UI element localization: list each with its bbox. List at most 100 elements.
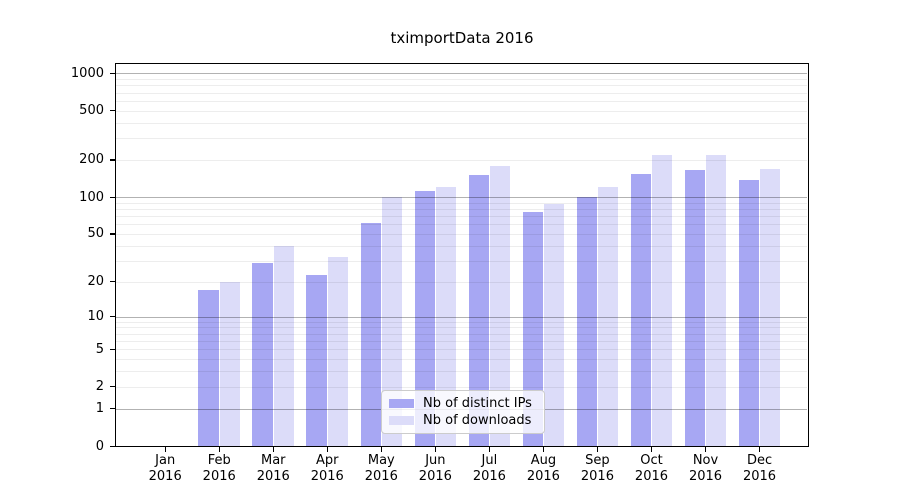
y-tick — [109, 386, 115, 388]
y-gridline-minor — [116, 110, 807, 112]
x-tick — [272, 447, 274, 452]
x-tick — [542, 447, 545, 452]
bar-downloads — [219, 281, 241, 447]
x-tick-label: May 2016 — [364, 453, 398, 484]
y-tick — [109, 348, 115, 351]
y-gridline-major — [116, 73, 807, 75]
x-tick — [164, 447, 166, 452]
y-tick — [109, 281, 115, 283]
x-tick-label: Jul 2016 — [472, 453, 506, 484]
x-tick — [434, 447, 437, 452]
y-tick-label: 20 — [87, 274, 104, 290]
legend-item-downloads: Nb of downloads — [389, 413, 537, 428]
chart-title: tximportData 2016 — [390, 29, 534, 47]
y-gridline-minor — [116, 333, 807, 335]
y-gridline-minor — [116, 216, 807, 218]
bar-distinct-ips — [198, 290, 219, 447]
x-tick-label: Dec 2016 — [742, 453, 777, 484]
bar-downloads — [327, 257, 349, 447]
y-gridline-minor — [116, 349, 807, 351]
y-gridline-minor — [116, 281, 807, 283]
x-tick-label: Sep 2016 — [580, 453, 614, 484]
bar-downloads — [705, 154, 727, 447]
y-tick-label: 100 — [79, 189, 104, 205]
y-tick-label: 500 — [79, 103, 104, 119]
y-tick — [109, 445, 115, 447]
legend-label-distinct-ips: Nb of distinct IPs — [423, 396, 532, 411]
y-gridline-minor — [116, 233, 807, 235]
x-tick-label: Jun 2016 — [418, 453, 452, 484]
legend-item-distinct-ips: Nb of distinct IPs — [389, 396, 537, 411]
y-tick — [109, 316, 115, 318]
x-tick — [650, 447, 653, 452]
bar-distinct-ips — [522, 212, 544, 447]
x-tick-label: Apr 2016 — [310, 453, 344, 484]
bar-downloads — [273, 245, 295, 447]
bar-distinct-ips — [738, 179, 760, 447]
legend: Nb of distinct IPs Nb of downloads — [381, 390, 545, 434]
y-gridline-minor — [116, 327, 807, 329]
bar-distinct-ips — [252, 262, 273, 447]
bar-distinct-ips — [576, 197, 598, 447]
bar-downloads — [651, 155, 673, 447]
legend-swatch-distinct-ips — [389, 399, 414, 408]
x-tick — [705, 447, 707, 452]
y-tick-label: 2 — [95, 379, 104, 395]
bar-downloads — [597, 187, 619, 447]
legend-swatch-downloads — [389, 416, 414, 425]
x-tick — [218, 447, 220, 452]
bar-distinct-ips — [306, 274, 327, 447]
y-gridline-minor — [116, 208, 807, 210]
bar-distinct-ips — [360, 223, 382, 447]
x-tick — [380, 447, 382, 452]
y-tick — [109, 72, 115, 75]
y-gridline-minor — [116, 386, 807, 388]
y-tick-label: 1000 — [70, 65, 104, 81]
y-tick-label: 1 — [95, 401, 104, 417]
y-gridline-minor — [116, 100, 807, 102]
y-gridline-minor — [116, 79, 807, 81]
x-tick-label: Jan 2016 — [148, 453, 182, 484]
y-gridline-minor — [116, 224, 807, 226]
bar-distinct-ips — [468, 175, 490, 447]
bar-distinct-ips — [414, 190, 436, 447]
bar-downloads — [381, 197, 403, 447]
y-tick — [109, 110, 115, 112]
legend-label-downloads: Nb of downloads — [423, 413, 532, 428]
y-gridline-minor — [116, 138, 807, 140]
y-tick — [109, 159, 115, 161]
y-tick — [109, 196, 115, 198]
x-tick-label: Oct 2016 — [634, 453, 669, 484]
y-gridline-minor — [116, 245, 807, 247]
bar-distinct-ips — [630, 173, 652, 447]
y-gridline-minor — [116, 85, 807, 87]
y-gridline-minor — [116, 359, 807, 361]
plot-area — [115, 63, 809, 447]
y-gridline-minor — [116, 321, 807, 323]
y-tick — [109, 408, 115, 410]
y-gridline-minor — [116, 159, 807, 161]
y-tick-label: 0 — [95, 438, 104, 454]
y-gridline-minor — [116, 202, 807, 204]
y-gridline-minor — [116, 92, 807, 94]
x-tick — [488, 447, 491, 452]
bar-downloads — [543, 203, 565, 447]
x-tick — [759, 447, 761, 452]
y-tick-label: 200 — [79, 152, 104, 168]
bar-distinct-ips — [684, 169, 706, 447]
x-tick-label: Aug 2016 — [526, 453, 560, 484]
bar-downloads — [435, 187, 457, 447]
y-gridline-minor — [116, 122, 807, 124]
y-gridline-major — [116, 316, 807, 318]
x-tick-label: Nov 2016 — [688, 453, 723, 484]
bar-downloads — [489, 166, 511, 447]
x-tick — [326, 447, 328, 452]
y-tick-label: 50 — [87, 226, 104, 242]
y-tick-label: 5 — [95, 341, 104, 357]
y-tick — [109, 233, 115, 235]
x-tick — [596, 447, 599, 452]
y-gridline-minor — [116, 341, 807, 343]
y-gridline-minor — [116, 260, 807, 262]
y-gridline-major — [116, 197, 807, 199]
